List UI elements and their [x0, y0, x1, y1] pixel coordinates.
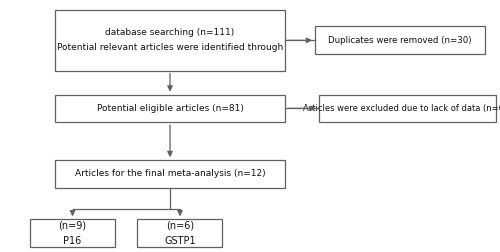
Bar — [315, 26, 485, 54]
Bar — [55, 94, 285, 122]
Text: Duplicates were removed (n=30): Duplicates were removed (n=30) — [328, 36, 472, 45]
Bar — [30, 219, 115, 247]
Text: (n=9): (n=9) — [58, 220, 86, 231]
Text: P16: P16 — [64, 236, 82, 246]
Text: database searching (n=111): database searching (n=111) — [106, 28, 234, 37]
Bar — [138, 219, 222, 247]
Bar — [55, 160, 285, 188]
Text: GSTP1: GSTP1 — [164, 236, 196, 246]
Bar — [55, 10, 285, 71]
Text: Articles for the final meta-analysis (n=12): Articles for the final meta-analysis (n=… — [74, 169, 266, 178]
Text: Articles were excluded due to lack of data (n=69): Articles were excluded due to lack of da… — [303, 104, 500, 113]
Bar — [319, 94, 496, 122]
Text: (n=6): (n=6) — [166, 220, 194, 231]
Text: Potential relevant articles were identified through: Potential relevant articles were identif… — [57, 43, 283, 52]
Text: Potential eligible articles (n=81): Potential eligible articles (n=81) — [96, 104, 244, 113]
